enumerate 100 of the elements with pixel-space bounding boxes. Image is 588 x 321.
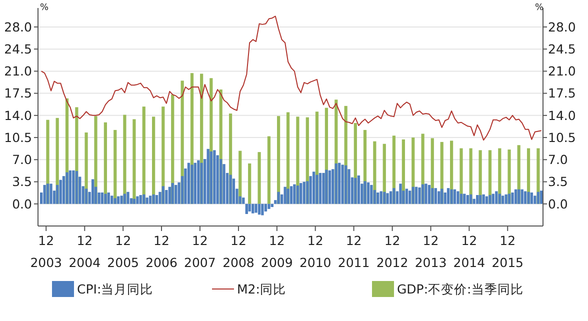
bar	[220, 159, 222, 204]
bar	[383, 192, 386, 204]
bar	[428, 184, 431, 204]
bar	[107, 192, 110, 204]
bar	[495, 191, 498, 204]
bar	[405, 188, 408, 204]
bar	[438, 191, 440, 204]
y2-tick-label: 14.0	[548, 108, 576, 123]
x-tick-label: 12 2014	[453, 233, 486, 270]
bar	[110, 196, 114, 204]
bar	[508, 194, 511, 204]
bar	[258, 204, 261, 215]
x-tick-label: 12 2012	[376, 233, 408, 270]
y-tick-label: 21.0	[4, 64, 32, 79]
bar	[498, 194, 502, 204]
bar	[268, 204, 270, 209]
bar	[162, 186, 164, 204]
bar	[530, 192, 534, 204]
bar	[456, 191, 460, 204]
bar	[511, 192, 514, 204]
y2-tick-label: 7.0	[548, 152, 568, 168]
bar	[148, 196, 152, 204]
bar	[536, 192, 540, 204]
x-tick-label: 12 2004	[68, 233, 101, 270]
bar	[146, 198, 148, 204]
bar	[242, 198, 245, 204]
bar	[341, 164, 344, 204]
bar	[354, 178, 357, 204]
bar	[284, 186, 286, 204]
bar	[142, 194, 146, 204]
bar	[376, 192, 380, 204]
bar	[492, 194, 494, 204]
legend-label: M2:同比	[237, 281, 286, 296]
x-tick-label: 12 2011	[338, 233, 370, 270]
bar	[174, 184, 178, 204]
bar	[338, 162, 341, 204]
bar	[142, 106, 146, 204]
bar	[293, 184, 296, 204]
bar	[267, 136, 271, 204]
y-tick-label: 14.0	[4, 108, 32, 123]
bar	[302, 182, 306, 204]
bar	[450, 189, 453, 204]
bar	[482, 194, 485, 204]
bar	[334, 163, 338, 204]
bar	[357, 175, 360, 204]
y2-tick-label: 17.5	[548, 86, 576, 101]
bar	[155, 195, 158, 204]
bar	[344, 165, 348, 204]
bar	[252, 204, 254, 214]
bar	[100, 192, 104, 204]
bar	[446, 188, 450, 204]
bar	[248, 204, 251, 212]
bar	[171, 183, 174, 204]
y-tick-label: 0.0	[12, 196, 32, 212]
bar	[527, 192, 530, 204]
bar	[414, 186, 418, 204]
legend-label: GDP:不变价:当季同比	[397, 281, 524, 296]
bar	[517, 189, 520, 204]
bar	[72, 170, 75, 204]
bar	[258, 152, 261, 204]
x-tick-label: 12 2015	[492, 233, 524, 270]
bar	[261, 204, 264, 216]
x-tick-label: 12 2010	[299, 233, 332, 270]
x-tick-label: 12 2009	[261, 233, 293, 270]
bar	[412, 186, 414, 204]
y2-axis-title: %	[535, 3, 544, 13]
bar	[46, 184, 50, 204]
bar	[380, 191, 382, 204]
bar	[187, 162, 190, 204]
bar	[286, 188, 290, 204]
bar	[43, 184, 46, 204]
bar	[463, 194, 466, 204]
bar	[210, 151, 212, 204]
bar	[68, 170, 72, 204]
bar	[440, 188, 444, 204]
bar	[460, 194, 463, 204]
bar	[485, 196, 488, 204]
bar	[366, 182, 370, 204]
bar	[59, 180, 62, 204]
line-series	[40, 16, 542, 141]
bar	[325, 170, 328, 204]
bar	[206, 148, 210, 204]
bar	[123, 114, 126, 204]
y-tick-label: 3.5	[12, 174, 32, 190]
bar	[190, 164, 194, 204]
x-tick-label: 12 2003	[30, 233, 62, 270]
bar	[453, 189, 456, 204]
y2-tick-label: 21.0	[548, 64, 576, 79]
bar	[168, 186, 172, 204]
bar	[469, 194, 472, 204]
bar	[123, 194, 126, 204]
y2-tick-label: 24.5	[548, 41, 576, 56]
bar	[540, 190, 543, 204]
bar	[389, 191, 392, 204]
y-tick-label: 10.5	[4, 130, 32, 145]
bar	[328, 170, 332, 204]
bar	[165, 190, 168, 204]
bar	[50, 184, 52, 204]
bar	[114, 198, 116, 204]
bar	[386, 193, 389, 204]
